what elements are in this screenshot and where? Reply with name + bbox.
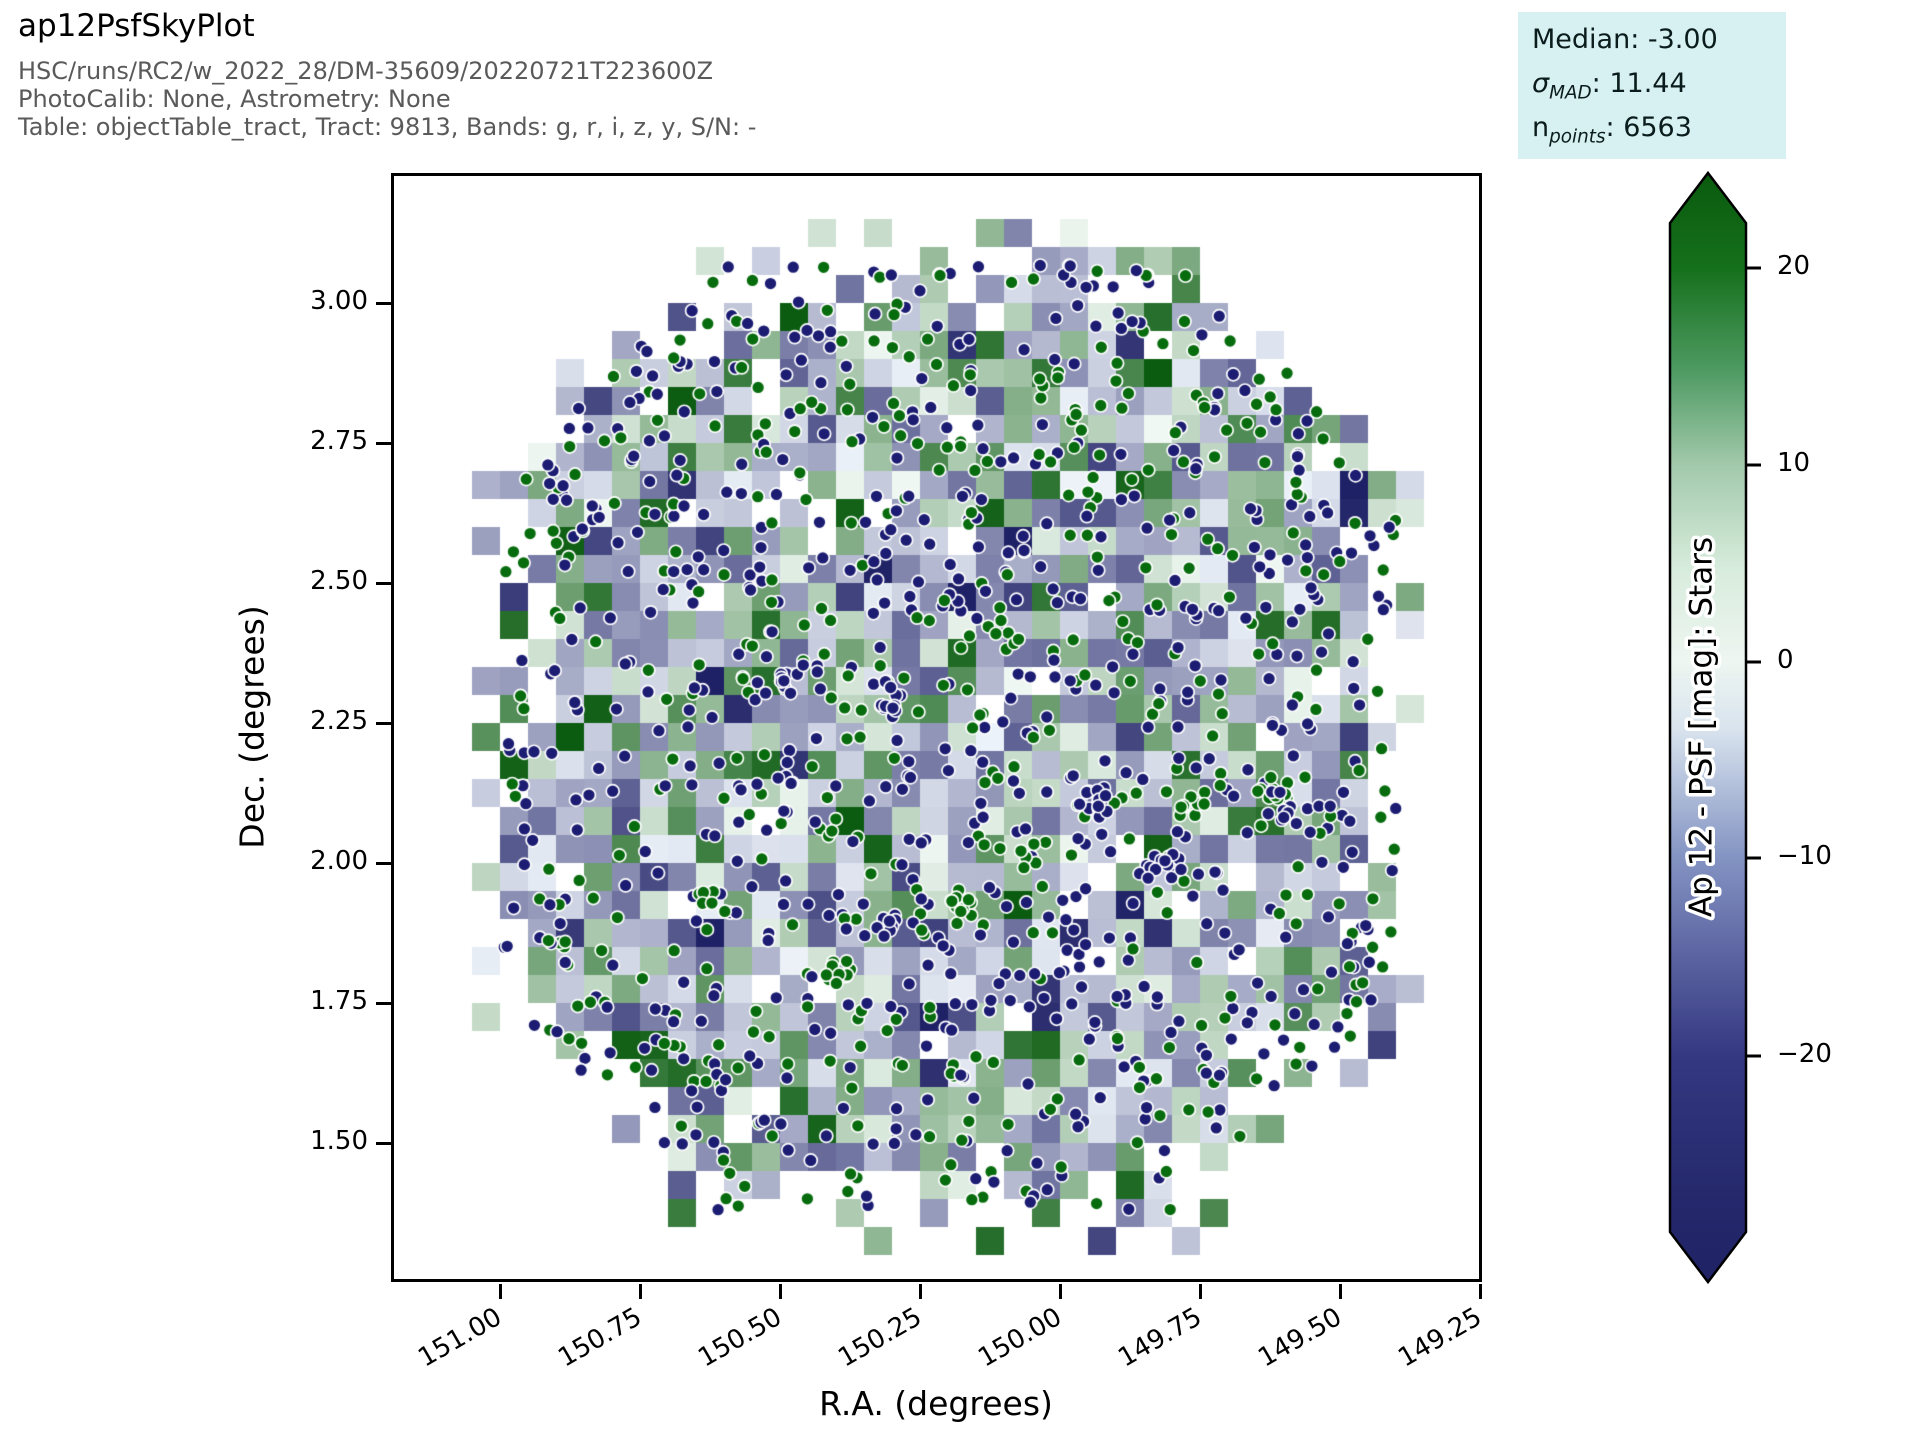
y-tick-label: 1.75 xyxy=(310,986,368,1016)
y-axis-label: Dec. (degrees) xyxy=(232,605,272,849)
stat-sigma-mad: σMAD: 11.44 xyxy=(1532,68,1687,104)
x-tick-mark xyxy=(638,1284,642,1299)
subtitle-table-line: Table: objectTable_tract, Tract: 9813, B… xyxy=(18,113,757,141)
colorbar-gradient-bar xyxy=(1668,170,1748,1285)
x-tick-label: 149.50 xyxy=(1253,1302,1347,1374)
y-tick-mark xyxy=(376,721,391,725)
y-tick-mark xyxy=(376,861,391,865)
x-tick-mark xyxy=(1058,1284,1062,1299)
colorbar-tick-label: 20 xyxy=(1777,251,1811,281)
colorbar-tick-label: 10 xyxy=(1777,448,1811,478)
plot-area xyxy=(391,173,1482,1282)
subtitle-run-line: HSC/runs/RC2/w_2022_28/DM-35609/20220721… xyxy=(18,57,714,85)
x-tick-label: 151.00 xyxy=(413,1302,507,1374)
y-tick-label: 2.25 xyxy=(310,706,368,736)
stat-median: Median: -3.00 xyxy=(1532,24,1718,55)
sky-heatmap-canvas xyxy=(394,176,1479,1279)
x-tick-mark xyxy=(918,1284,922,1299)
y-tick-mark xyxy=(376,301,391,305)
stat-n-points: npoints: 6563 xyxy=(1532,112,1692,148)
stats-box: Median: -3.00 σMAD: 11.44 npoints: 6563 xyxy=(1518,12,1786,159)
x-tick-mark xyxy=(778,1284,782,1299)
y-tick-label: 2.00 xyxy=(310,846,368,876)
y-tick-label: 2.75 xyxy=(310,426,368,456)
colorbar-label: Ap 12 - PSF [mag]: Stars xyxy=(1684,537,1720,917)
y-tick-label: 3.00 xyxy=(310,286,368,316)
y-tick-mark xyxy=(376,441,391,445)
y-tick-label: 1.50 xyxy=(310,1126,368,1156)
colorbar: Ap 12 - PSF [mag]: Stars xyxy=(1668,170,1761,1285)
y-tick-mark xyxy=(376,1001,391,1005)
x-tick-mark xyxy=(498,1284,502,1299)
x-tick-mark xyxy=(1478,1284,1482,1299)
x-tick-mark xyxy=(1338,1284,1342,1299)
y-tick-mark xyxy=(376,581,391,585)
x-tick-label: 150.50 xyxy=(693,1302,787,1374)
y-tick-label: 2.50 xyxy=(310,566,368,596)
x-tick-mark xyxy=(1198,1284,1202,1299)
x-tick-label: 149.75 xyxy=(1113,1302,1207,1374)
x-tick-label: 150.00 xyxy=(973,1302,1067,1374)
colorbar-tick-label: −10 xyxy=(1777,841,1832,871)
colorbar-tick-label: 0 xyxy=(1777,645,1794,675)
subtitle-calib-line: PhotoCalib: None, Astrometry: None xyxy=(18,85,451,113)
colorbar-tick-label: −20 xyxy=(1777,1039,1832,1069)
x-axis-label: R.A. (degrees) xyxy=(819,1384,1053,1423)
page-title: ap12PsfSkyPlot xyxy=(18,8,255,44)
x-tick-label: 149.25 xyxy=(1393,1302,1487,1374)
y-tick-mark xyxy=(376,1141,391,1145)
x-tick-label: 150.25 xyxy=(833,1302,927,1374)
x-tick-label: 150.75 xyxy=(553,1302,647,1374)
